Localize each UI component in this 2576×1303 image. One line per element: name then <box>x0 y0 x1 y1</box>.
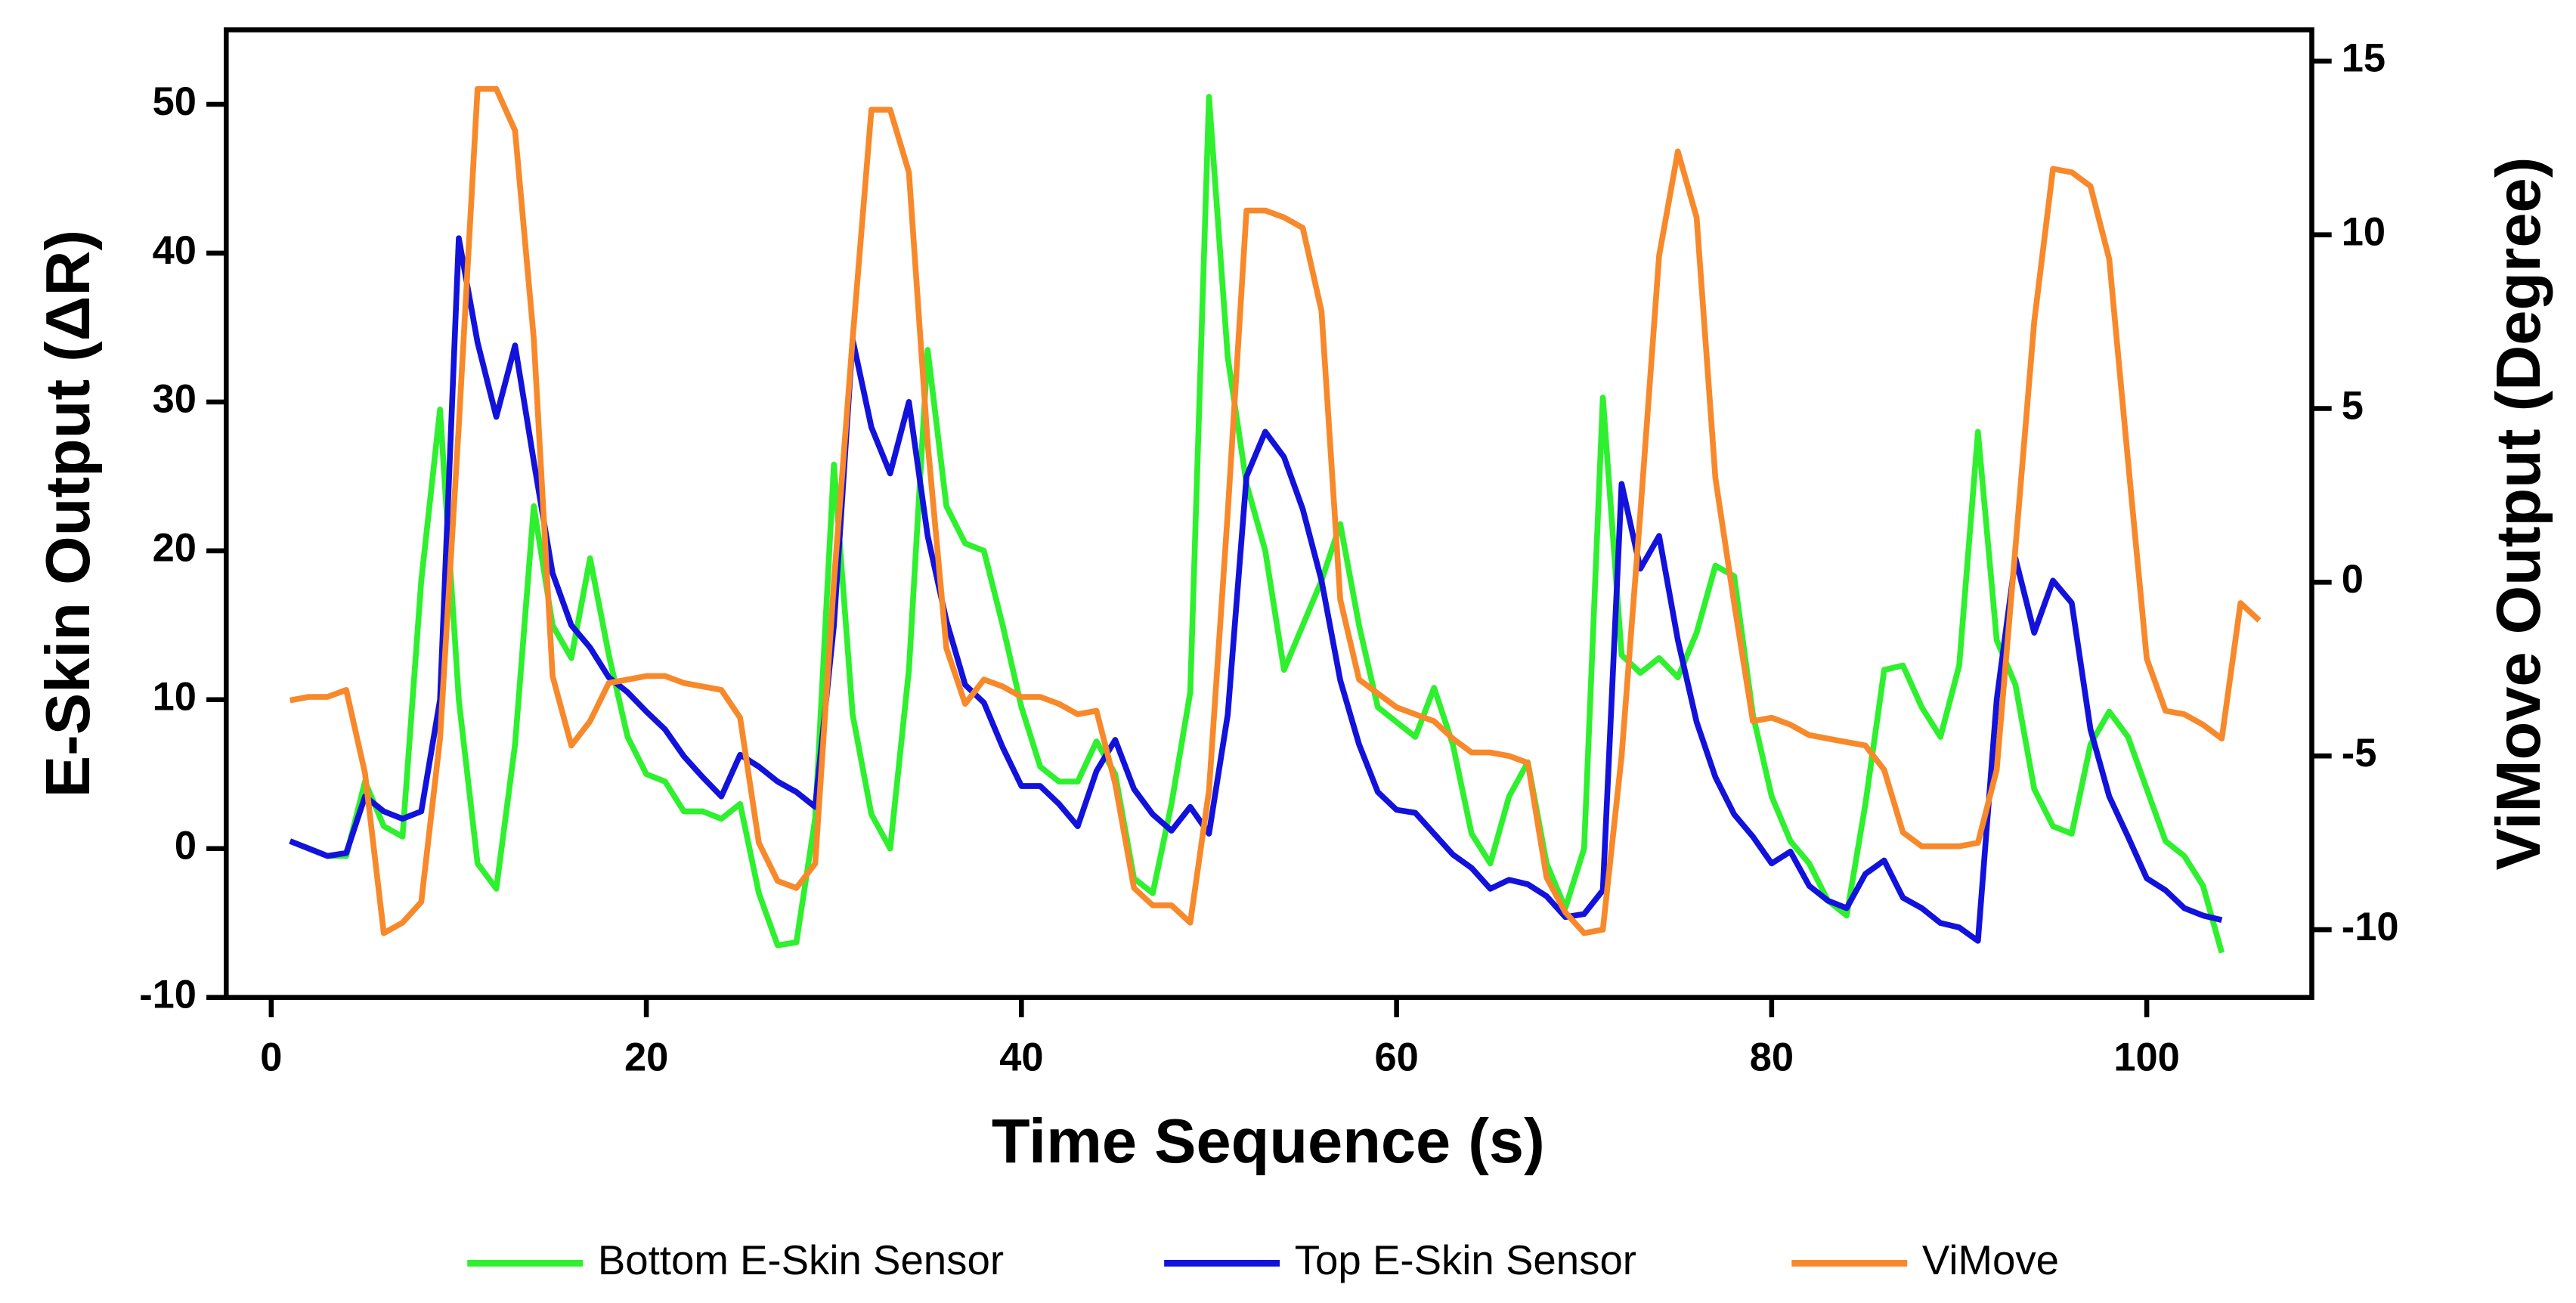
y-tick-label: 40 <box>153 229 197 273</box>
series-line <box>289 94 2225 954</box>
x-tick-label: 20 <box>624 1036 668 1080</box>
y2-tick-label: 10 <box>2342 211 2386 255</box>
y-axis-label: E-Skin Output (ΔR) <box>33 230 103 797</box>
x-tick-label: 100 <box>2113 1036 2179 1080</box>
y-tick-label: -10 <box>139 973 197 1017</box>
x-tick-label: 60 <box>1374 1036 1418 1080</box>
series-line <box>289 235 2223 944</box>
series-line <box>289 85 2262 936</box>
x-axis-label: Time Sequence (s) <box>992 1106 1545 1176</box>
legend-label: ViMove <box>1922 1237 2059 1283</box>
y2-tick-label: -5 <box>2342 732 2377 775</box>
legend-label: Bottom E-Skin Sensor <box>598 1237 1004 1283</box>
y2-tick-label: -10 <box>2342 905 2399 949</box>
x-tick-label: 80 <box>1750 1036 1794 1080</box>
y-tick-label: 0 <box>175 825 197 868</box>
y-tick-label: 10 <box>153 676 197 720</box>
y2-tick-label: 0 <box>2342 558 2364 602</box>
y2-tick-label: 5 <box>2342 384 2364 428</box>
x-tick-label: 40 <box>999 1036 1043 1080</box>
y2-axis-label: ViMove Output (Degree) <box>2483 157 2553 871</box>
legend-label: Top E-Skin Sensor <box>1295 1237 1636 1283</box>
x-tick-label: 0 <box>260 1036 282 1080</box>
y-tick-label: 30 <box>153 378 197 422</box>
y2-tick-label: 15 <box>2342 37 2386 81</box>
y-tick-label: 50 <box>153 80 197 124</box>
plot-frame <box>224 27 2314 1000</box>
y-tick-label: 20 <box>153 527 197 571</box>
